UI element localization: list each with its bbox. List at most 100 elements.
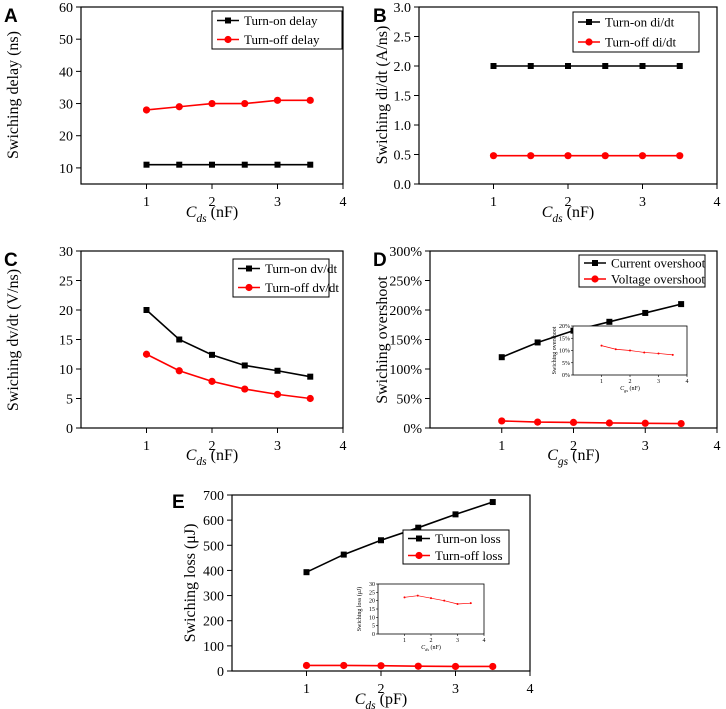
y-tick-label: 0%: [403, 422, 422, 437]
legend-label: Turn-off di/dt: [605, 35, 677, 50]
inset-data-point: [671, 353, 674, 356]
xlabel-subscript: ds: [552, 213, 563, 225]
data-point: [142, 350, 151, 358]
inset-data-point: [403, 596, 406, 599]
inset-x-tick-label: 1: [600, 379, 603, 385]
xlabel-subscript: ds: [196, 213, 207, 225]
inset-y-axis-label: Swiching overshoot: [552, 326, 558, 374]
data-point: [176, 336, 183, 343]
legend-box: [211, 10, 343, 50]
data-point: [306, 96, 314, 104]
data-point: [641, 419, 649, 427]
data-point: [241, 362, 248, 369]
panel-label: E: [172, 492, 185, 513]
xlabel-main: C: [355, 691, 366, 708]
y-tick-label: 300: [203, 590, 224, 605]
legend-label: Voltage overshoot: [611, 272, 705, 287]
legend-label: Turn-off delay: [244, 32, 320, 47]
data-point: [676, 63, 683, 69]
inset-y-tick-label: 5%: [562, 361, 570, 367]
legend: Turn-on delay Turn-off delay: [211, 10, 343, 50]
xlabel-main: C: [186, 447, 197, 464]
xlabel-unit: (nF): [429, 644, 441, 651]
x-tick-label: 1: [143, 439, 150, 454]
data-point: [241, 99, 249, 108]
y-tick-label: 30: [59, 245, 73, 260]
inset-data-point: [614, 348, 617, 351]
inset-data-point: [416, 594, 419, 597]
xlabel-subscript: ds: [425, 647, 429, 652]
data-point: [142, 106, 151, 114]
data-point: [303, 569, 310, 576]
y-tick-label: 10: [59, 162, 73, 177]
inset-x-tick-label: 1: [403, 638, 406, 644]
y-tick-label: 100: [203, 640, 224, 655]
inset-data-point: [600, 344, 603, 347]
data-point: [241, 385, 249, 393]
xlabel-main: C: [186, 204, 197, 221]
xlabel-unit: (nF): [207, 204, 239, 221]
series-line-1: [146, 353, 311, 400]
y-tick-label: 250%: [389, 275, 422, 290]
y-axis-label: Swiching loss (μJ): [182, 524, 199, 643]
data-point: [678, 301, 685, 308]
panel-label: D: [373, 250, 387, 271]
panel-label: B: [373, 6, 387, 27]
legend-marker: [585, 38, 593, 46]
legend-label: Current overshoot: [611, 256, 706, 271]
inset-y-tick-label: 25: [369, 590, 375, 596]
inset-y-tick-label: 5: [372, 624, 375, 630]
data-point: [489, 499, 496, 506]
legend-label: Turn-off dv/dt: [265, 280, 339, 295]
y-tick-label: 60: [59, 1, 73, 16]
y-tick-label: 30: [59, 98, 73, 113]
x-tick-label: 4: [714, 195, 721, 210]
xlabel-unit: (nF): [563, 204, 595, 221]
data-point: [451, 662, 460, 671]
inset-data-point: [643, 351, 646, 354]
y-tick-label: 0.5: [394, 149, 412, 164]
data-point: [452, 511, 459, 518]
y-tick-label: 20: [59, 130, 73, 145]
inset-y-tick-label: 30: [369, 582, 375, 588]
data-point: [498, 354, 505, 361]
data-point: [605, 419, 613, 427]
x-tick-label: 3: [639, 195, 646, 210]
y-tick-label: 0: [66, 422, 73, 437]
xlabel-unit: (nF): [207, 447, 239, 464]
data-point: [307, 161, 314, 168]
data-point: [209, 351, 215, 358]
data-point: [527, 63, 534, 69]
legend-marker: [586, 19, 592, 25]
y-tick-label: 20: [59, 304, 73, 319]
data-point: [606, 318, 613, 325]
y-tick-label: 40: [59, 65, 73, 80]
data-point: [143, 307, 150, 313]
xlabel-main: C: [542, 204, 553, 221]
xlabel-unit: (pF): [376, 691, 408, 708]
data-point: [569, 418, 578, 426]
legend-marker: [224, 35, 232, 44]
y-tick-label: 2.0: [394, 60, 412, 75]
data-point: [565, 63, 571, 69]
inset-x-tick-label: 4: [483, 638, 486, 644]
data-point: [209, 161, 215, 168]
inset-y-tick-label: 15: [369, 607, 375, 613]
x-tick-label: 2: [570, 439, 577, 454]
data-point: [677, 419, 685, 428]
legend-marker: [591, 275, 599, 283]
y-axis-label: Swiching delay (ns): [5, 31, 22, 159]
data-point: [273, 96, 282, 104]
data-point: [208, 377, 216, 385]
series-line-1: [306, 664, 493, 668]
inset-x-tick-label: 2: [629, 379, 632, 385]
inset-x-axis-label: Cds (nF): [421, 644, 441, 652]
inset-x-tick-label: 2: [430, 638, 433, 644]
inset-data-point: [456, 603, 459, 605]
data-point: [302, 661, 311, 670]
data-point: [143, 161, 150, 168]
legend-marker: [592, 260, 598, 266]
x-tick-label: 2: [209, 439, 216, 454]
